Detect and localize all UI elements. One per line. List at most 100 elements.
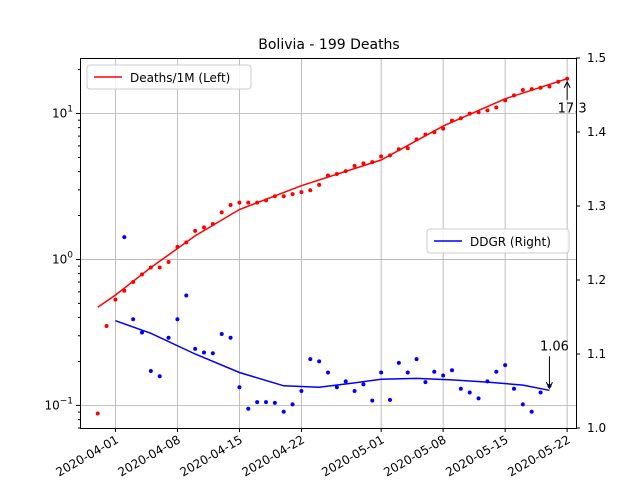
series-0-point: [405, 146, 410, 151]
series-1-point: [414, 357, 419, 362]
annotation-label: 17.3: [558, 102, 587, 117]
series-0-point: [467, 111, 472, 116]
series-0-point: [122, 288, 127, 293]
x-tick-label: 2020-05-01: [319, 432, 386, 479]
series-1-point: [388, 397, 392, 402]
series-1-point: [476, 396, 481, 401]
y-right-tick-label: 1.5: [587, 51, 606, 65]
series-1-point: [529, 409, 534, 414]
series-1-point: [379, 370, 384, 375]
series-1-point: [122, 235, 127, 240]
series-0-point: [255, 200, 260, 205]
data-points: [95, 76, 570, 416]
annotation-arrow-head: [545, 382, 553, 390]
series-0-point: [264, 198, 268, 203]
series-1-point: [264, 400, 268, 405]
series-0-point: [476, 110, 481, 115]
x-tick-label: 2020-05-15: [443, 432, 510, 479]
y-right-tick-label: 1.2: [587, 273, 606, 287]
x-tick-label: 2020-05-08: [381, 432, 448, 479]
series-1-point: [361, 382, 366, 387]
series-0-point: [184, 240, 189, 245]
legend-label: DDGR (Right): [470, 235, 551, 249]
series-0-point: [503, 98, 508, 103]
y-axis-left: 10−1 100 101: [44, 69, 80, 429]
series-1-point: [281, 409, 286, 414]
series-0-point: [210, 221, 215, 226]
series-0-point: [520, 87, 525, 92]
series-1-point: [396, 360, 401, 365]
x-axis: 2020-04-012020-04-082020-04-152020-04-22…: [54, 428, 573, 479]
series-0-point: [140, 272, 144, 277]
series-0-point: [379, 154, 384, 159]
series-0-point: [246, 200, 251, 205]
annotation-arrow-head: [563, 80, 571, 88]
series-1-point: [131, 317, 136, 322]
series-0-point: [104, 323, 109, 328]
series-1-point: [166, 335, 171, 340]
y-right-tick-label: 1.3: [587, 199, 606, 213]
series-0-point: [547, 84, 552, 89]
series-0-point: [450, 118, 454, 123]
x-tick-label: 2020-05-22: [505, 432, 572, 479]
series-1-point: [140, 330, 144, 335]
series-1-point: [520, 402, 525, 407]
series-1-point: [405, 370, 410, 375]
y-left-tick-label: 101: [52, 104, 73, 120]
series-1-point: [228, 335, 233, 340]
series-1-point: [538, 390, 543, 395]
series-1-point: [210, 351, 215, 356]
series-1-point: [432, 369, 437, 374]
x-tick-label: 2020-04-22: [240, 432, 307, 479]
series-1-point: [512, 386, 516, 391]
series-0-point: [334, 171, 339, 176]
series-0-point: [281, 194, 286, 199]
series-1-point: [485, 379, 490, 384]
series-0-point: [308, 188, 313, 193]
series-0-point: [370, 160, 375, 165]
series-1-point: [308, 357, 313, 362]
series-0-point: [290, 192, 295, 197]
legend-label: Deaths/1M (Left): [130, 71, 230, 85]
x-tick-label: 2020-04-08: [116, 432, 183, 479]
plot-frame: [80, 58, 577, 429]
series-1-point: [458, 386, 463, 391]
annotations: 17.3 1.06: [540, 80, 587, 390]
series-0-point: [361, 161, 366, 166]
series-0-point: [538, 85, 543, 90]
legends: Deaths/1M (Left) DDGR (Right): [86, 64, 570, 254]
legend-box: [86, 64, 252, 90]
series-1-point: [184, 293, 189, 298]
series-0-point: [432, 130, 437, 135]
series-1-point: [352, 389, 357, 393]
series-0-point: [131, 280, 136, 285]
series-0-point: [485, 108, 490, 113]
series-1-point: [219, 332, 224, 337]
series-0-point: [423, 132, 428, 137]
series-0-point: [113, 297, 118, 302]
series-0-point: [95, 411, 100, 416]
series-1-point: [334, 385, 339, 390]
y-right-tick-label: 1.4: [587, 125, 606, 139]
series-1-point: [503, 363, 508, 368]
series-0-point: [414, 137, 419, 142]
series-0-point: [228, 203, 233, 208]
series-0-point: [458, 116, 463, 121]
series-1-point: [148, 369, 153, 374]
series-1-point: [450, 368, 454, 373]
series-0-point: [494, 105, 499, 110]
series-0-point: [299, 190, 304, 195]
series-1-fit-line: [115, 319, 550, 392]
series-0-point: [193, 228, 198, 233]
series-0-point: [202, 225, 206, 230]
series-1-point: [467, 390, 472, 395]
series-1-point: [246, 406, 251, 411]
series-1-point: [299, 389, 304, 393]
series-0-point: [175, 244, 180, 249]
y-right-tick-label: 1.0: [587, 421, 606, 435]
y-right-tick-label: 1.1: [587, 347, 606, 361]
series-0-point: [148, 265, 153, 270]
series-1-point: [494, 369, 499, 374]
y-left-tick-label: 10−1: [44, 396, 73, 412]
